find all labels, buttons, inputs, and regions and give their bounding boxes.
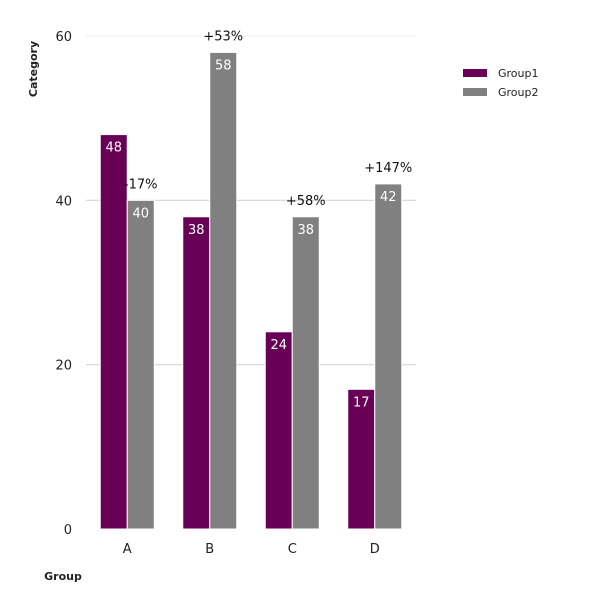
bar-value-label-group1-c: 24: [270, 338, 287, 353]
bar-value-label-group2-c: 38: [297, 223, 314, 238]
bar-group2-b: [209, 51, 238, 530]
bar-group2-d: [374, 183, 403, 530]
y-axis-title: Category: [27, 41, 40, 97]
bar-value-label-group2-a: 40: [132, 206, 149, 221]
x-axis-ticks: A B C D: [123, 542, 380, 557]
change-label-b: +53%: [203, 29, 243, 44]
legend-swatch-group1: [463, 69, 487, 77]
legend-label-group2: Group2: [498, 86, 539, 99]
change-label-a: -17%: [124, 177, 158, 192]
bar-group1-d: [347, 388, 376, 530]
bar-value-label-group2-d: 42: [380, 190, 397, 205]
bar-value-label-group1-b: 38: [188, 223, 205, 238]
bar-group2-a: [126, 199, 155, 530]
bar-group1-c: [264, 331, 293, 530]
y-tick-label-60: 60: [55, 30, 72, 45]
y-tick-label-0: 0: [64, 523, 72, 538]
bar-group1-a: [99, 134, 128, 530]
legend: Group1 Group2: [463, 67, 539, 99]
bar-group2-c: [291, 216, 320, 530]
change-label-c: +58%: [286, 194, 326, 209]
x-tick-label-c: C: [288, 542, 297, 557]
y-tick-label-20: 20: [55, 359, 72, 374]
x-tick-label-a: A: [123, 542, 132, 557]
bar-value-label-group1-a: 48: [105, 141, 122, 156]
bar-value-label-group1-d: 17: [353, 395, 370, 410]
legend-swatch-group2: [463, 88, 487, 96]
x-tick-label-d: D: [370, 542, 380, 557]
y-tick-label-40: 40: [55, 194, 72, 209]
x-tick-label-b: B: [205, 542, 214, 557]
y-axis-ticks: 0 20 40 60: [55, 30, 72, 538]
x-axis-title: Group: [44, 570, 82, 583]
bar-value-label-group2-b: 58: [215, 58, 232, 73]
change-label-d: +147%: [364, 161, 412, 176]
bars: 48 40 -17% 38 58 +53% 24 38 +58% 17 42 +147%: [99, 29, 412, 530]
bar-group1-b: [182, 216, 211, 530]
legend-label-group1: Group1: [498, 67, 539, 80]
